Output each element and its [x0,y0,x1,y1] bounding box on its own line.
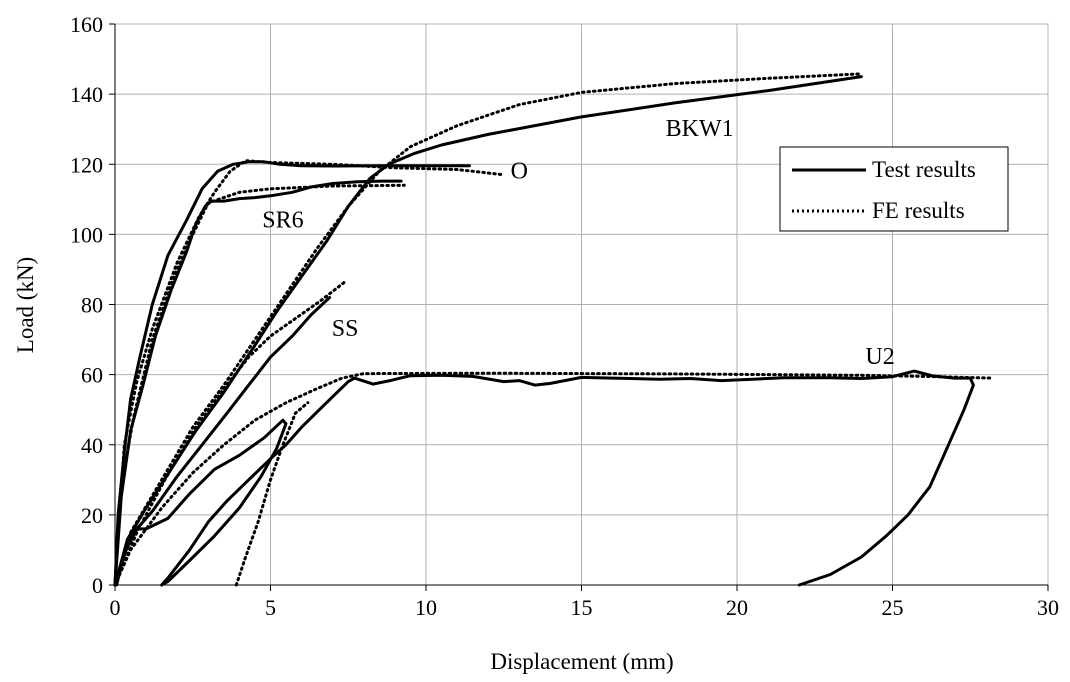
y-tick-label-7: 140 [70,82,103,107]
grid [115,24,1048,585]
y-axis-title: Load (kN) [13,257,38,353]
y-tick-label-3: 60 [81,363,103,388]
curve-label-u2: U2 [865,344,894,370]
fe-curve-7 [115,282,345,585]
curve-label-bkw1: BKW1 [666,116,734,142]
curve-label-o: O [511,158,528,184]
axes: 0 5 10 15 20 25 30 0 20 40 60 80 100 120 140 160 [70,12,1059,620]
y-tick-label-8: 160 [70,12,103,37]
y-tick-label-6: 120 [70,152,103,177]
x-axis-title: Displacement (mm) [490,649,673,674]
curve-label-sr6: SR6 [262,207,303,233]
y-tick-label-1: 20 [81,503,103,528]
y-tick-label-5: 100 [70,222,103,247]
legend: Test results FE results [780,147,1008,231]
x-tick-label-0: 0 [110,595,121,620]
x-tick-label-4: 20 [726,595,748,620]
fe-curve-3 [115,185,404,585]
legend-label-fe: FE results [872,198,965,223]
test-curve-4 [115,77,861,585]
x-tick-label-5: 25 [882,595,904,620]
test-curve-6 [115,298,330,586]
x-tick-label-1: 5 [265,595,276,620]
y-tick-label-2: 40 [81,433,103,458]
legend-label-test: Test results [872,157,976,182]
y-tick-label-4: 80 [81,293,103,318]
x-tick-label-2: 10 [415,595,437,620]
curve-label-ss: SS [332,316,359,342]
x-tick-label-3: 15 [571,595,593,620]
x-tick-label-6: 30 [1037,595,1059,620]
fe-curve-5 [115,74,861,585]
y-tick-label-0: 0 [92,573,103,598]
